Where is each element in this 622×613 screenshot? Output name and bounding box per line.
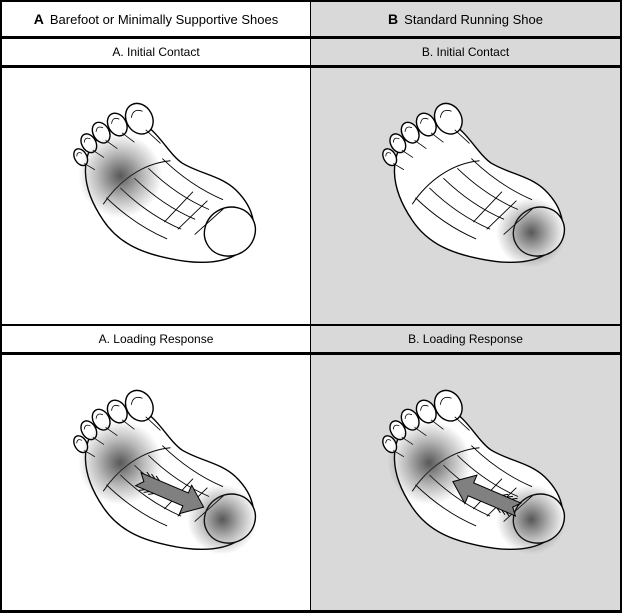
subhead-a-loading: A. Loading Response bbox=[2, 325, 311, 355]
column-lead-b: B bbox=[388, 11, 398, 27]
panel-b-initial bbox=[311, 68, 620, 325]
column-title-a: Barefoot or Minimally Supportive Shoes bbox=[50, 12, 278, 27]
column-header-a: A Barefoot or Minimally Supportive Shoes bbox=[2, 2, 311, 38]
column-header-b: B Standard Running Shoe bbox=[311, 2, 620, 38]
column-lead-a: A bbox=[34, 11, 44, 27]
panel-b-loading bbox=[311, 355, 620, 612]
foot-diagram bbox=[42, 365, 282, 605]
foot-diagram bbox=[42, 78, 282, 318]
panel-a-loading bbox=[2, 355, 311, 612]
subhead-b-loading: B. Loading Response bbox=[311, 325, 620, 355]
panel-a-initial bbox=[2, 68, 311, 325]
foot-diagram bbox=[351, 365, 591, 605]
subhead-b-initial: B. Initial Contact bbox=[311, 38, 620, 68]
foot-diagram bbox=[351, 78, 591, 318]
subhead-a-initial: A. Initial Contact bbox=[2, 38, 311, 68]
figure-grid: A Barefoot or Minimally Supportive Shoes… bbox=[0, 0, 622, 613]
column-title-b: Standard Running Shoe bbox=[404, 12, 543, 27]
